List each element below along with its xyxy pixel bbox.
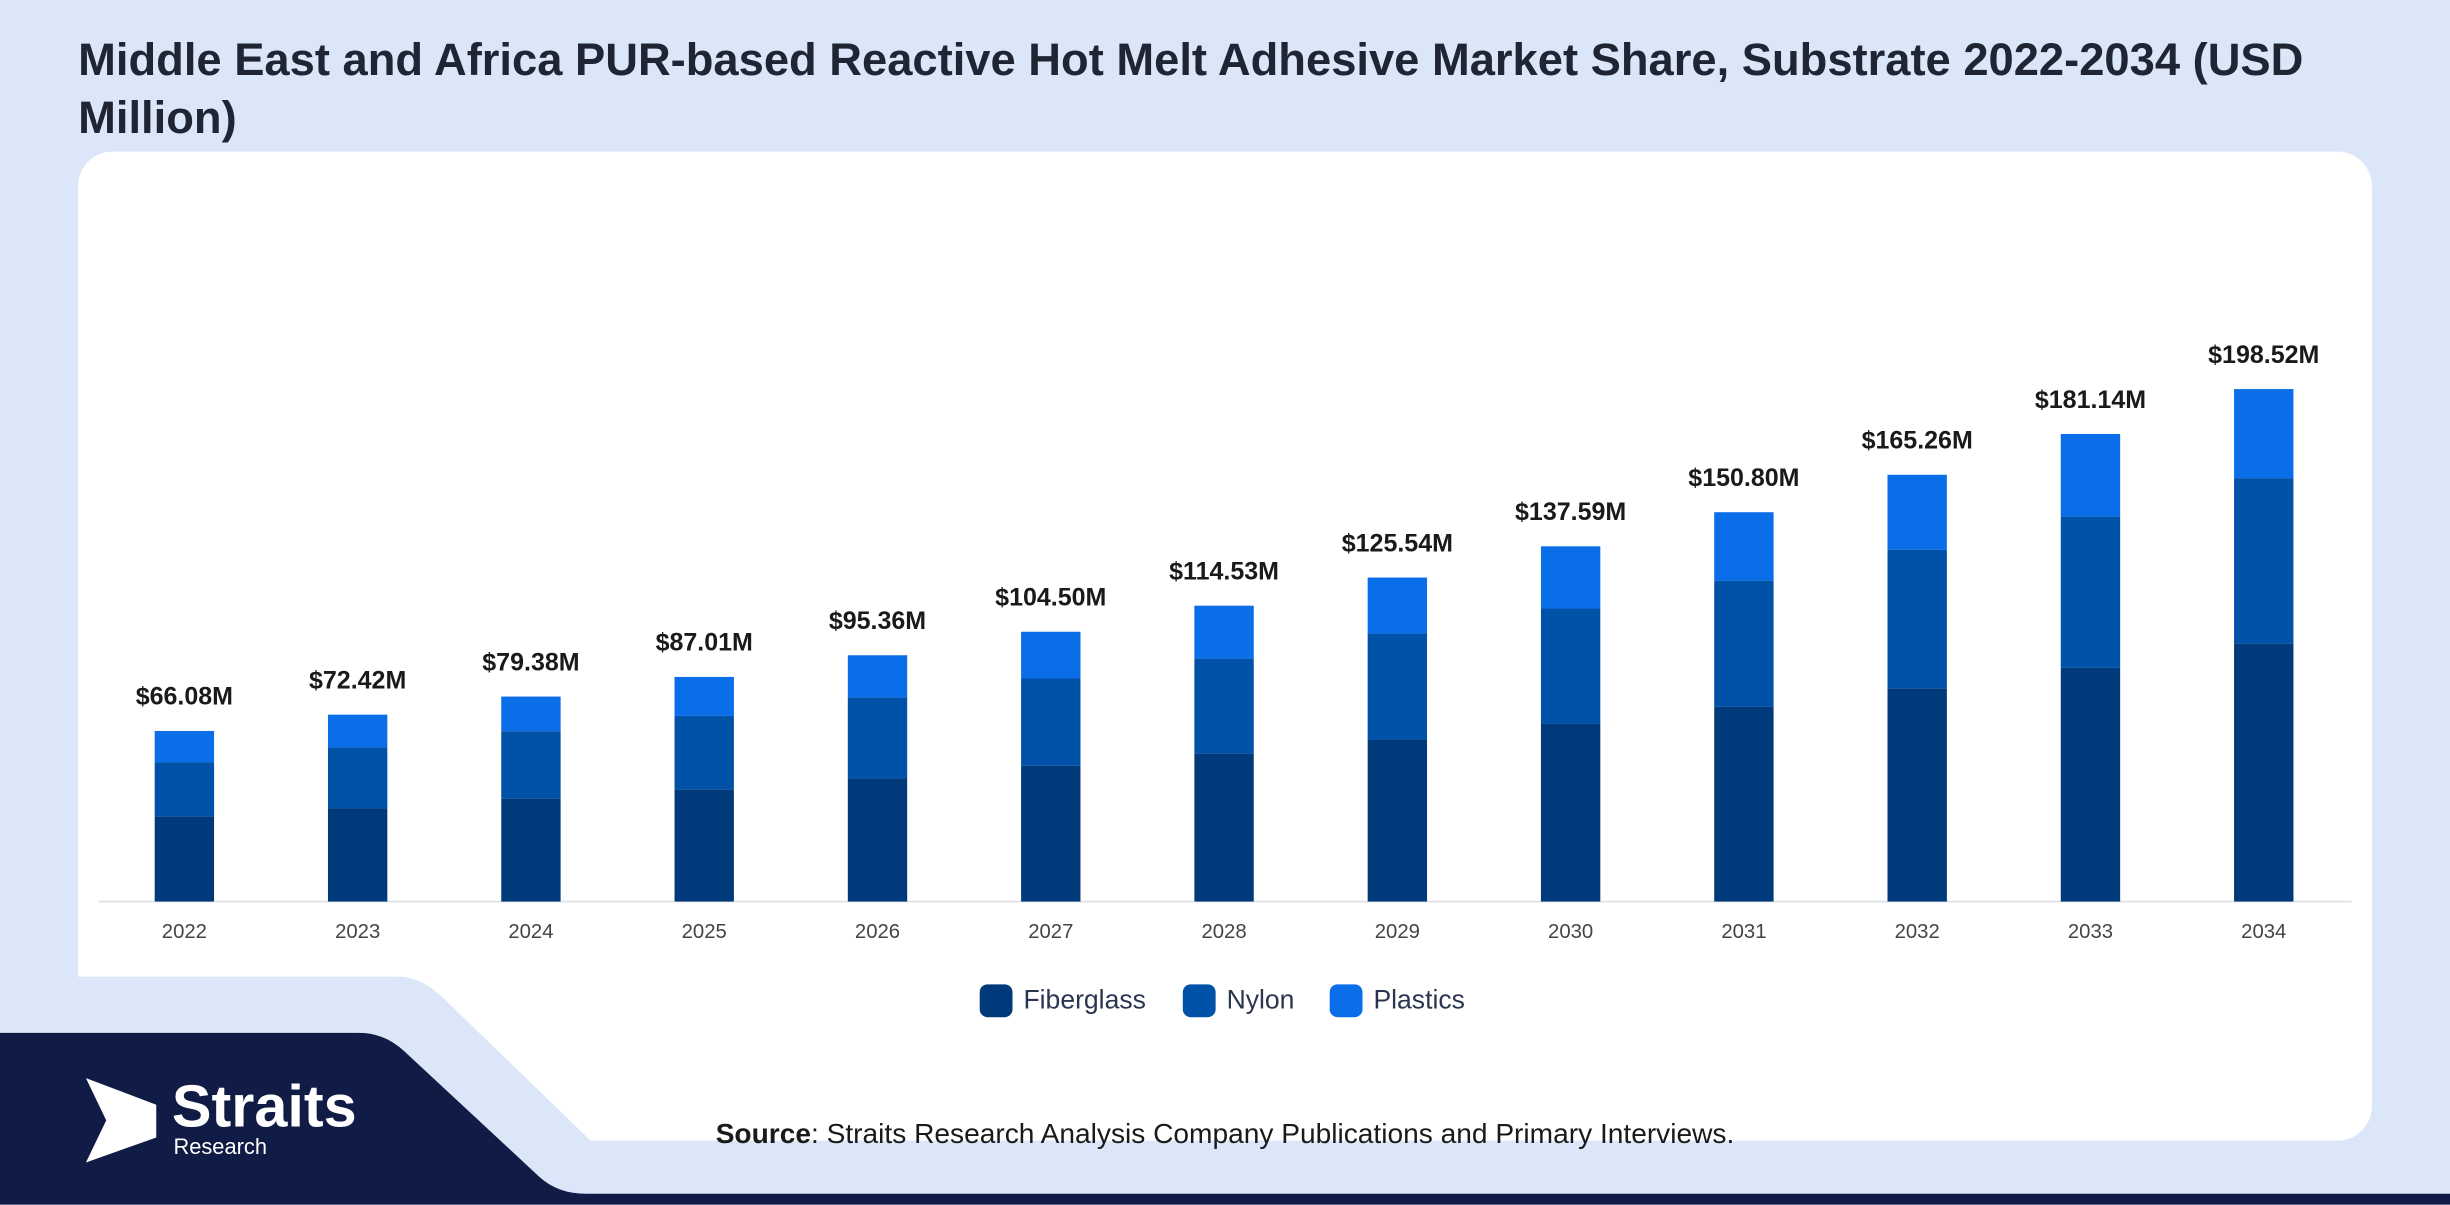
legend-label: Plastics (1373, 985, 1464, 1015)
x-tick-label: 2024 (508, 921, 553, 943)
bar-segment (1887, 474, 1947, 550)
bar-segment (327, 808, 388, 902)
bar-segment (501, 696, 561, 732)
bar-segment (327, 714, 388, 748)
x-tick-label: 2034 (2241, 921, 2286, 943)
total-label: $181.14M (2035, 386, 2146, 414)
bar-segment (2060, 516, 2121, 668)
legend-label: Fiberglass (1023, 985, 1145, 1015)
bar-segment (1714, 706, 1774, 902)
x-tick-label: 2029 (1375, 921, 1420, 943)
logo-subtext: Research (173, 1134, 267, 1159)
total-label: $165.26M (1862, 427, 1973, 455)
total-label: $198.52M (2208, 341, 2319, 369)
total-label: $104.50M (995, 584, 1106, 612)
bar-segment (1367, 633, 1428, 740)
x-tick-label: 2023 (335, 921, 380, 943)
bar-segment (1714, 512, 1774, 581)
bar-segment (1887, 549, 1947, 689)
source: Source: Straits Research Analysis Compan… (716, 1118, 1735, 1149)
bar-segment (501, 798, 561, 902)
total-label: $66.08M (136, 683, 233, 711)
bar-segment (2234, 643, 2294, 902)
bar-segment (1194, 658, 1254, 754)
total-label: $72.42M (309, 666, 406, 694)
x-tick-label: 2028 (1201, 921, 1246, 943)
legend-swatch (1329, 984, 1363, 1018)
x-tick-label: 2026 (855, 921, 900, 943)
legend-swatch (979, 984, 1013, 1018)
total-label: $79.38M (482, 648, 579, 676)
x-tick-label: 2033 (2068, 921, 2113, 943)
bar-segment (2060, 433, 2121, 517)
bar-segment (154, 762, 215, 817)
bar-segment (2060, 667, 2121, 902)
total-label: $150.80M (1688, 464, 1799, 492)
bar-segment (674, 676, 734, 716)
bar-segment (1367, 739, 1428, 902)
bar-segment (1194, 753, 1254, 902)
source-label: Source (716, 1118, 811, 1149)
total-label: $125.54M (1342, 529, 1453, 557)
bar-segment (327, 747, 388, 809)
total-label: $137.59M (1515, 498, 1626, 526)
bar-segment (1540, 546, 1601, 609)
legend-label: Nylon (1227, 985, 1295, 1015)
bar-segment (1021, 631, 1081, 679)
bar-segment (501, 731, 561, 799)
bar-segment (154, 730, 215, 763)
bar-segment (1021, 678, 1081, 766)
bar-segment (847, 655, 908, 698)
x-tick-label: 2032 (1895, 921, 1940, 943)
bar-segment (1714, 580, 1774, 707)
bar-segment (1021, 765, 1081, 902)
x-tick-label: 2031 (1721, 921, 1766, 943)
bar-segment (847, 778, 908, 902)
bar-segment (674, 789, 734, 902)
legend-swatch (1182, 984, 1216, 1018)
bar-segment (674, 715, 734, 790)
source-text: : Straits Research Analysis Company Publ… (811, 1118, 1734, 1149)
bar-segment (154, 816, 215, 902)
x-tick-label: 2030 (1548, 921, 1593, 943)
bar-segment (2234, 389, 2294, 479)
total-label: $95.36M (829, 607, 926, 635)
bar-segment (2234, 478, 2294, 644)
bar-segment (1887, 688, 1947, 902)
bar-segment (1367, 577, 1428, 634)
bar-segment (1540, 723, 1601, 902)
bar-segment (1194, 605, 1254, 659)
bar-segment (847, 697, 908, 779)
logo-text: Straits (172, 1073, 357, 1140)
chart-title: Middle East and Africa PUR-based Reactiv… (78, 35, 2304, 144)
x-tick-label: 2027 (1028, 921, 1073, 943)
x-tick-label: 2022 (162, 921, 207, 943)
footer-band (0, 1032, 2450, 1205)
logo-icon (85, 1078, 157, 1163)
total-label: $114.53M (1169, 557, 1279, 585)
total-label: $87.01M (656, 629, 753, 657)
bar-segment (1540, 608, 1601, 724)
x-tick-label: 2025 (682, 921, 727, 943)
